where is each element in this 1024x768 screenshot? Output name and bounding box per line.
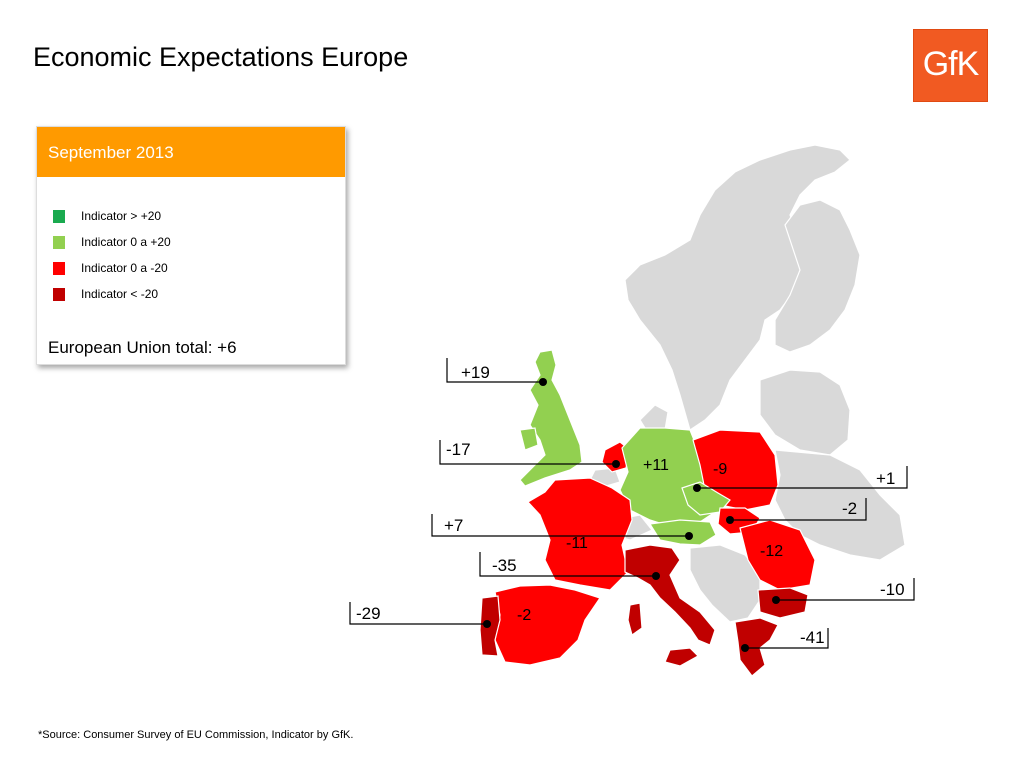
callout-line-portugal [349, 602, 487, 625]
bulgaria-shape [757, 587, 809, 619]
ireland-shape [519, 427, 539, 451]
callout-label-netherlands: -17 [446, 440, 471, 459]
legend-swatch [53, 261, 65, 275]
callout-label-bulgaria: -10 [880, 580, 905, 599]
scandinavia-shape [624, 144, 851, 431]
background-countries [589, 144, 906, 623]
balkans-shape [689, 544, 761, 623]
legend-swatch [53, 287, 65, 301]
callout-line-bulgaria [776, 578, 915, 601]
romania-shape [739, 519, 816, 591]
legend-item: Indicator > +20 [53, 209, 161, 223]
inline-label-spain: -2 [517, 607, 531, 624]
dot-uk [539, 378, 547, 386]
callout-line-austria [431, 514, 689, 537]
legend-item: Indicator < -20 [53, 287, 158, 301]
ukraine-shape [774, 449, 906, 561]
callout-label-uk: +19 [461, 363, 490, 382]
logo-text: GfK [922, 45, 980, 83]
baltics-shape [759, 369, 851, 456]
uk-shape [519, 349, 583, 487]
dot-italy [652, 572, 660, 580]
legend-item: Indicator 0 a +20 [53, 235, 171, 249]
page-title: Economic Expectations Europe [33, 42, 409, 72]
legend-panel: September 2013 Indicator > +20 Indicator… [36, 126, 346, 365]
inline-label-france: -11 [566, 535, 588, 552]
france-shape [527, 477, 633, 591]
callout-line-hungary [730, 498, 867, 521]
dot-portugal [483, 620, 491, 628]
legend-swatch [53, 235, 65, 249]
eu-total: European Union total: +6 [48, 338, 237, 357]
callout-lines [349, 358, 915, 649]
legend-label: Indicator 0 a -20 [81, 261, 168, 275]
callout-label-austria: +7 [444, 516, 463, 535]
callout-label-portugal: -29 [356, 604, 381, 623]
inline-label-poland: -9 [713, 461, 727, 478]
italy-shape [624, 544, 716, 646]
legend-label: Indicator 0 a +20 [81, 235, 171, 249]
finland-shape [774, 199, 861, 353]
poland-shape [692, 429, 779, 511]
austria-shape [648, 519, 717, 546]
callout-label-hungary: -2 [842, 499, 857, 518]
callout-line-italy [479, 552, 656, 577]
callout-label-greece: -41 [800, 628, 825, 647]
dot-czech [693, 484, 701, 492]
sardinia-shape [627, 602, 643, 636]
callout-dots [483, 378, 780, 652]
callout-line-greece [745, 628, 829, 649]
callout-line-czech [697, 466, 908, 489]
greece-shape [734, 617, 779, 677]
inline-label-germany: +11 [643, 457, 669, 474]
sicily-shape [664, 647, 699, 667]
dot-netherlands [612, 460, 620, 468]
inline-label-romania: -12 [760, 543, 783, 560]
legend-swatch [53, 209, 65, 223]
dot-hungary [726, 516, 734, 524]
dot-austria [685, 532, 693, 540]
callout-line-netherlands [439, 440, 616, 465]
dot-bulgaria [772, 596, 780, 604]
legend-label: Indicator > +20 [81, 209, 162, 223]
legend-item: Indicator 0 a -20 [53, 261, 168, 275]
legend-header: September 2013 [37, 127, 345, 177]
gfk-logo: GfK [913, 29, 988, 102]
dot-greece [741, 644, 749, 652]
legend-label: Indicator < -20 [81, 287, 159, 301]
callout-label-italy: -35 [492, 556, 517, 575]
spain-shape [494, 584, 601, 666]
source-note: *Source: Consumer Survey of EU Commissio… [38, 729, 354, 741]
callout-line-uk [446, 358, 543, 383]
highlighted-countries [479, 349, 816, 677]
callout-label-czech: +1 [876, 469, 895, 488]
